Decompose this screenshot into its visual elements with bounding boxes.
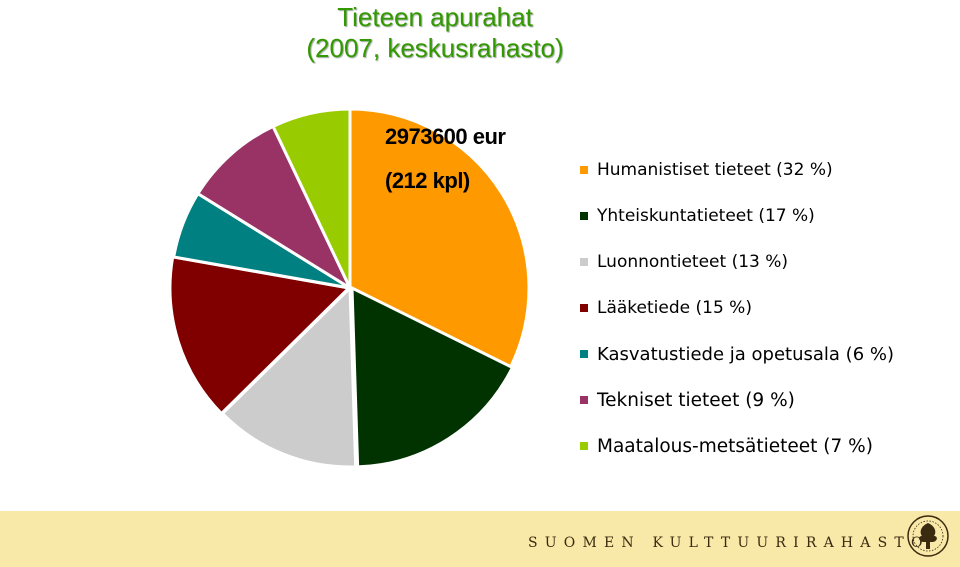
organization-name: SUOMEN KULTTUURIRAHASTO [528, 535, 930, 551]
legend-swatch [580, 304, 588, 312]
legend-label: Maatalous-metsätieteet (7 %) [597, 435, 873, 457]
legend-swatch [580, 212, 588, 220]
legend-swatch [580, 442, 588, 450]
legend-swatch [580, 396, 588, 404]
legend-label: Luonnontieteet (13 %) [597, 252, 789, 272]
legend-label: Kasvatustiede ja opetusala (6 %) [597, 343, 894, 365]
legend-label: Yhteiskuntatieteet (17 %) [597, 206, 815, 226]
legend-item: Kasvatustiede ja opetusala (6 %) [580, 331, 894, 377]
legend-label: Lääketiede (15 %) [597, 298, 752, 318]
chart-title: Tieteen apurahat (2007, keskusrahasto) [0, 2, 870, 64]
legend-label: Humanistiset tieteet (32 %) [597, 160, 833, 180]
legend-swatch [580, 258, 588, 266]
total-amount: 2973600 eur [385, 124, 506, 149]
legend-swatch [580, 166, 588, 174]
pie-slice [271, 107, 352, 289]
legend-item: Maatalous-metsätieteet (7 %) [580, 423, 894, 469]
pie-slice [195, 124, 354, 292]
pie-slice [168, 255, 353, 416]
footer-banner: SUOMEN KULTTUURIRAHASTO [0, 511, 960, 567]
chart-title-line-1: Tieteen apurahat [337, 2, 533, 32]
legend-item: Yhteiskuntatieteet (17 %) [580, 193, 894, 239]
legend-label: Tekniset tieteet (9 %) [597, 389, 795, 411]
pie-slice [348, 107, 531, 370]
chart-title-line-2: (2007, keskusrahasto) [306, 33, 564, 63]
legend-item: Humanistiset tieteet (32 %) [580, 147, 894, 193]
grant-count: (212 kpl) [385, 168, 470, 193]
foundation-tree-seal-icon [907, 515, 949, 557]
chart-legend: Humanistiset tieteet (32 %) Yhteiskuntati… [580, 147, 894, 469]
pie-slice [220, 284, 358, 469]
pie-slice [350, 285, 515, 469]
legend-item: Tekniset tieteet (9 %) [580, 377, 894, 423]
legend-item: Luonnontieteet (13 %) [580, 239, 894, 285]
legend-swatch [580, 350, 588, 358]
legend-item: Lääketiede (15 %) [580, 285, 894, 331]
